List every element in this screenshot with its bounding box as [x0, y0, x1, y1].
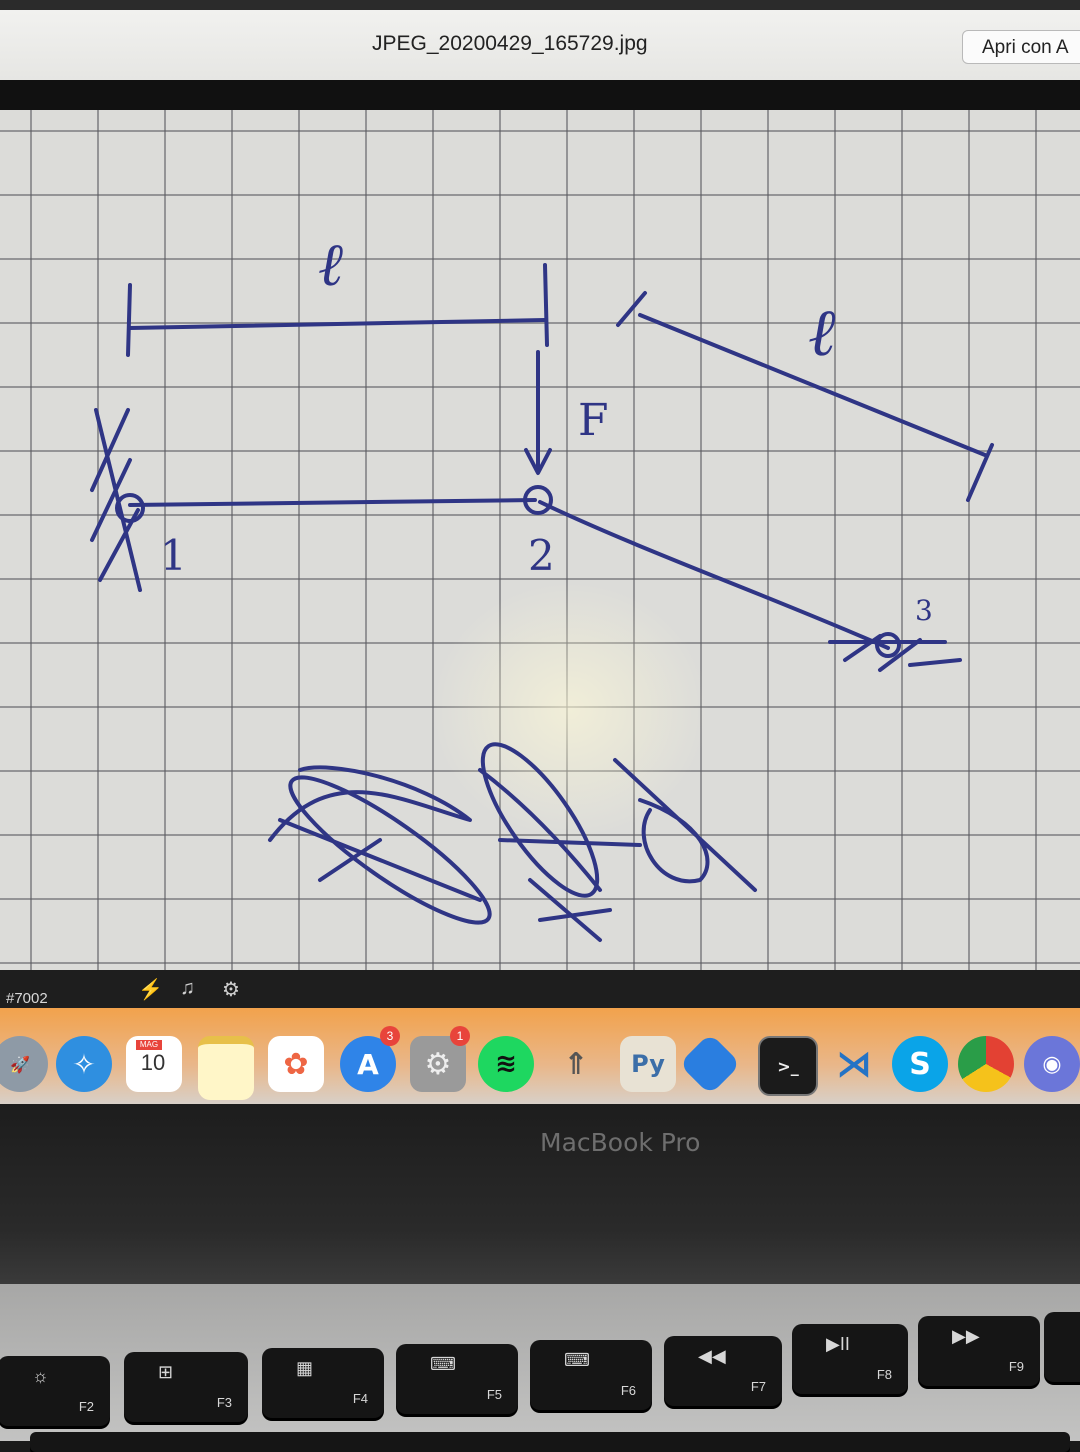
chrome-icon[interactable] — [958, 1036, 1014, 1092]
settings-icon[interactable]: ⚙ — [222, 979, 240, 1001]
key-f9[interactable]: ▶▶ F9 — [918, 1316, 1040, 1386]
node-2-label: 2 — [528, 531, 555, 580]
dimension-tick-diag-bottom — [966, 443, 994, 502]
mission-control-icon: ⊞ — [158, 1362, 174, 1382]
key-label: F5 — [486, 1387, 502, 1402]
force-arrow-head — [524, 448, 552, 475]
dimension-line-top — [128, 318, 547, 330]
channel-label: #7002 — [6, 990, 48, 1007]
discord-icon[interactable]: ◉ — [1024, 1036, 1080, 1092]
app-store-badge: 3 — [380, 1026, 400, 1046]
length-label-right: ℓ — [808, 294, 836, 371]
sketch-photo — [0, 110, 1080, 970]
support-3-ground — [828, 634, 962, 672]
screen-glare — [430, 580, 710, 840]
key-label: F9 — [1008, 1359, 1024, 1374]
key-label: F8 — [876, 1367, 892, 1382]
laptop-bezel — [0, 1104, 1080, 1284]
keyboard-light-up-icon: ⌨ — [564, 1350, 590, 1370]
vscode-icon[interactable]: ⋊ — [836, 1043, 872, 1085]
rewind-icon: ◀◀ — [698, 1346, 726, 1366]
dimension-tick-diag-top — [616, 291, 647, 327]
dimension-tick-left — [126, 283, 132, 357]
length-label-top: ℓ — [318, 230, 343, 300]
spotify-icon[interactable]: ≋ — [478, 1036, 534, 1092]
key-label: F7 — [750, 1379, 766, 1394]
safari-icon[interactable]: ✧ — [56, 1036, 112, 1092]
mute-icon[interactable]: ⚡ — [138, 979, 163, 1001]
keyboard-light-down-icon: ⌨ — [430, 1354, 456, 1374]
node-3-hinge — [875, 632, 901, 658]
viewer-title-bar — [0, 0, 1080, 80]
fast-forward-icon: ▶▶ — [952, 1326, 980, 1346]
laptop-brand: MacBook Pro — [540, 1128, 701, 1157]
calendar-day: 10 — [140, 1050, 166, 1075]
headphones-icon[interactable]: ♫ — [180, 977, 195, 999]
force-label: F — [578, 395, 609, 446]
key-f4[interactable]: ▦ F4 — [262, 1348, 384, 1418]
system-preferences-badge: 1 — [450, 1026, 470, 1046]
launchpad-key-icon: ▦ — [296, 1358, 314, 1378]
node-1-label: 1 — [160, 531, 187, 580]
key-label: F6 — [620, 1383, 636, 1398]
key-label: F4 — [352, 1391, 368, 1406]
key-f8[interactable]: ▶II F8 — [792, 1324, 908, 1394]
node-2-hinge — [523, 485, 553, 515]
skype-icon[interactable]: S — [892, 1036, 948, 1092]
beam-segment-1-2 — [128, 498, 537, 507]
open-with-button[interactable]: Apri con A — [962, 30, 1080, 64]
notes-icon[interactable] — [198, 1036, 254, 1100]
number-key-row[interactable] — [30, 1432, 1070, 1452]
scribble-crossout — [268, 758, 757, 942]
key-f7[interactable]: ◀◀ F7 — [664, 1336, 782, 1406]
top-menu-strip — [0, 0, 1080, 10]
launchpad-icon[interactable]: 🚀 — [0, 1036, 48, 1092]
photos-icon[interactable]: ✿ — [268, 1036, 324, 1092]
dimension-tick-right — [543, 263, 549, 347]
key-f10[interactable] — [1044, 1312, 1080, 1382]
beam-sketch: ℓ ℓ F 1 2 3 — [90, 230, 994, 942]
key-f6[interactable]: ⌨ F6 — [530, 1340, 652, 1410]
scribble-loop-2 — [480, 742, 600, 898]
scribble-loop — [288, 775, 492, 925]
calendar-month: MAG — [136, 1040, 162, 1050]
brightness-up-icon: ☼ — [32, 1366, 49, 1386]
python-launcher-icon[interactable]: Py — [620, 1036, 676, 1092]
node-3-label: 3 — [915, 594, 933, 627]
rocket-icon[interactable]: ⇑ — [563, 1046, 589, 1082]
support-1-wall — [90, 408, 142, 592]
beam-segment-2-3 — [538, 500, 890, 650]
file-title: JPEG_20200429_165729.jpg — [372, 32, 648, 55]
terminal-icon[interactable]: >_ — [758, 1036, 818, 1096]
key-f3[interactable]: ⊞ F3 — [124, 1352, 248, 1422]
dimension-line-diagonal — [638, 313, 987, 457]
key-label: F2 — [78, 1399, 94, 1414]
play-pause-icon: ▶II — [826, 1334, 850, 1354]
key-f5[interactable]: ⌨ F5 — [396, 1344, 518, 1414]
key-f2[interactable]: ☼ F2 — [0, 1356, 110, 1426]
key-label: F3 — [216, 1395, 232, 1410]
